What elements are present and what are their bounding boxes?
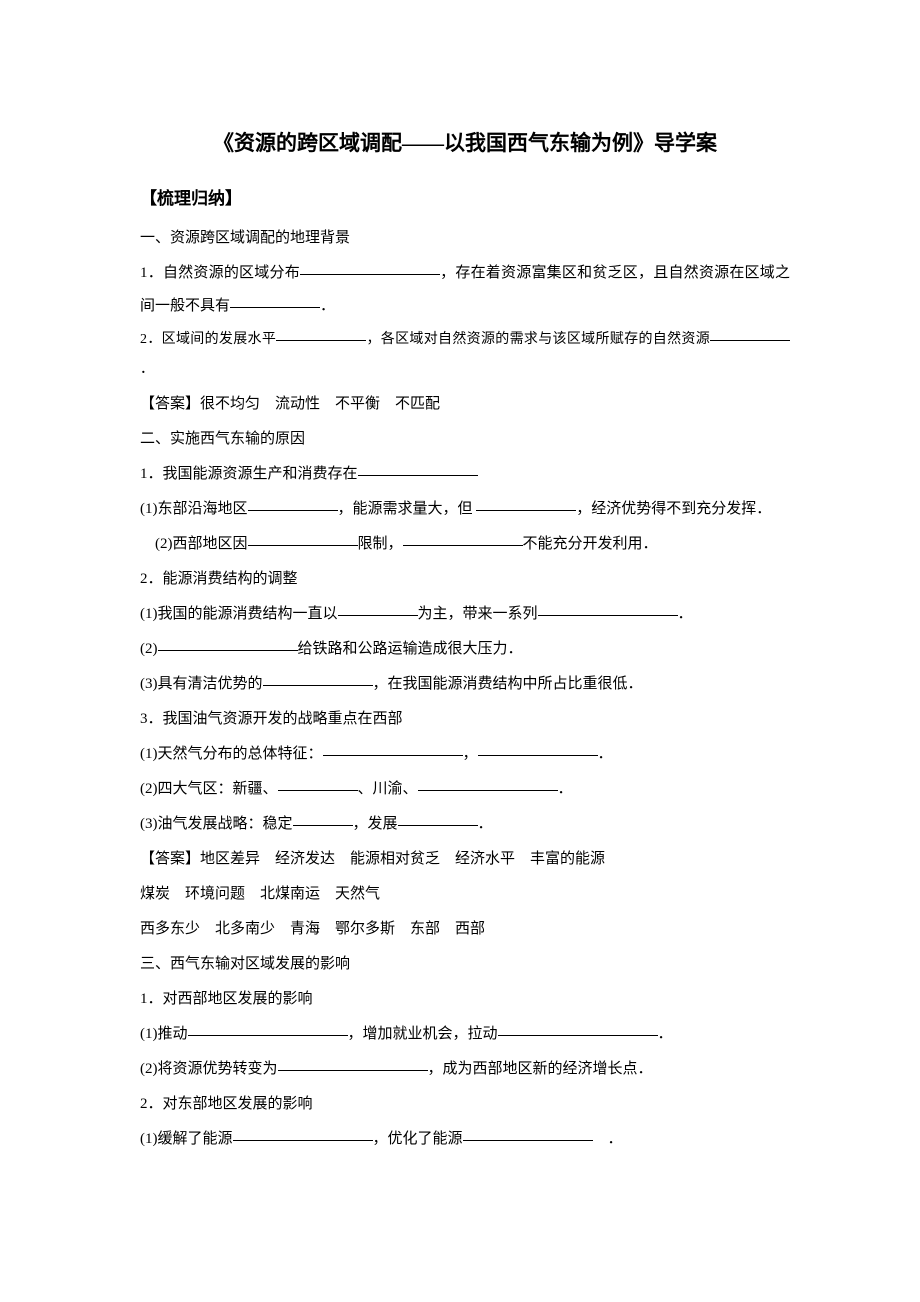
text: ． [593, 1131, 623, 1147]
blank [300, 260, 440, 275]
text: (2)将资源优势转变为 [140, 1061, 278, 1077]
text: (2)四大气区：新疆、 [140, 781, 278, 797]
text: ，各区域对自然资源的需求与该区域所赋存的自然资源 [366, 332, 710, 347]
line-3-2-1: (1)缓解了能源 ，优化了能源 ． [140, 1123, 790, 1156]
blank [498, 1021, 658, 1036]
blank [276, 327, 366, 341]
text: ，优化了能源 [373, 1131, 463, 1147]
text: ． [140, 362, 154, 377]
text: (3)具有清洁优势的 [140, 676, 263, 692]
line-3-2: 2．对东部地区发展的影响 [140, 1088, 790, 1121]
blank [418, 776, 558, 791]
section-header-summary: 【梳理归纳】 [140, 180, 790, 217]
heading-2: 二、实施西气东输的原因 [140, 423, 790, 456]
blank [293, 811, 353, 826]
heading-1: 一、资源跨区域调配的地理背景 [140, 222, 790, 255]
text: ，成为西部地区新的经济增长点． [428, 1061, 653, 1077]
line-2-3-2: (2)四大气区：新疆、 、川渝、 ． [140, 773, 790, 806]
text: 1．我国能源资源生产和消费存在 [140, 466, 358, 482]
line-2-1-1: (1)东部沿海地区 ，能源需求量大，但 ，经济优势得不到充分发挥． [140, 493, 790, 526]
blank [358, 461, 478, 476]
text: ，发展 [353, 816, 398, 832]
text: ，在我国能源消费结构中所占比重很低． [373, 676, 643, 692]
line-2-2-1: (1)我国的能源消费结构一直以 为主，带来一系列 ． [140, 598, 790, 631]
text: 1．自然资源的区域分布 [140, 265, 300, 281]
answer-2-line3: 西多东少 北多南少 青海 鄂尔多斯 东部 西部 [140, 913, 790, 946]
answer-2-line1: 【答案】地区差异 经济发达 能源相对贫乏 经济水平 丰富的能源 [140, 843, 790, 876]
answer-1: 【答案】很不均匀 流动性 不平衡 不匹配 [140, 388, 790, 421]
text: ． [658, 1026, 673, 1042]
text: (2) [140, 641, 158, 657]
line-3-1-1: (1)推动 ，增加就业机会，拉动 ． [140, 1018, 790, 1051]
text: (3)油气发展战略：稳定 [140, 816, 293, 832]
line-1-2: 2．区域间的发展水平 ，各区域对自然资源的需求与该区域所赋存的自然资源 ． [140, 325, 790, 387]
blank [278, 776, 358, 791]
text: ． [478, 816, 493, 832]
text: (1)东部沿海地区 [140, 501, 248, 517]
blank [476, 496, 576, 511]
text: 为主，带来一系列 [418, 606, 538, 622]
text: (2)西部地区因 [140, 536, 248, 552]
blank [478, 741, 598, 756]
text: 给铁路和公路运输造成很大压力． [298, 641, 523, 657]
blank [158, 636, 298, 651]
text: (1)天然气分布的总体特征： [140, 746, 323, 762]
blank [403, 531, 523, 546]
line-2-1: 1．我国能源资源生产和消费存在 [140, 458, 790, 491]
blank [233, 1126, 373, 1141]
blank [710, 327, 790, 341]
text: ，经济优势得不到充分发挥． [576, 501, 771, 517]
text: ． [320, 298, 335, 314]
line-2-1-2: (2)西部地区因 限制， 不能充分开发利用． [140, 528, 790, 561]
text: (1)我国的能源消费结构一直以 [140, 606, 338, 622]
text: ，能源需求量大，但 [338, 501, 477, 517]
line-1-1: 1．自然资源的区域分布，存在着资源富集区和贫乏区，且自然资源在区域之间一般不具有… [140, 257, 790, 323]
blank [398, 811, 478, 826]
line-2-2-3: (3)具有清洁优势的 ，在我国能源消费结构中所占比重很低． [140, 668, 790, 701]
text: ，增加就业机会，拉动 [348, 1026, 498, 1042]
blank [463, 1126, 593, 1141]
line-2-3: 3．我国油气资源开发的战略重点在西部 [140, 703, 790, 736]
text: ， [463, 746, 478, 762]
text: ． [678, 606, 693, 622]
line-2-3-3: (3)油气发展战略：稳定 ，发展 ． [140, 808, 790, 841]
line-3-1-2: (2)将资源优势转变为 ，成为西部地区新的经济增长点． [140, 1053, 790, 1086]
blank [230, 293, 320, 308]
answer-2-line2: 煤炭 环境问题 北煤南运 天然气 [140, 878, 790, 911]
blank [248, 496, 338, 511]
line-2-2: 2．能源消费结构的调整 [140, 563, 790, 596]
blank [338, 601, 418, 616]
text: 不能充分开发利用． [523, 536, 658, 552]
blank [323, 741, 463, 756]
text: ． [598, 746, 613, 762]
heading-3: 三、西气东输对区域发展的影响 [140, 948, 790, 981]
text: 2．区域间的发展水平 [140, 332, 276, 347]
document-title: 《资源的跨区域调配——以我国西气东输为例》导学案 [140, 120, 790, 166]
blank [248, 531, 358, 546]
blank [278, 1056, 428, 1071]
text: ． [558, 781, 573, 797]
blank [188, 1021, 348, 1036]
line-2-2-2: (2) 给铁路和公路运输造成很大压力． [140, 633, 790, 666]
text: (1)缓解了能源 [140, 1131, 233, 1147]
line-2-3-1: (1)天然气分布的总体特征： ， ． [140, 738, 790, 771]
text: 、川渝、 [358, 781, 418, 797]
blank [263, 671, 373, 686]
blank [538, 601, 678, 616]
line-3-1: 1．对西部地区发展的影响 [140, 983, 790, 1016]
text: 限制， [358, 536, 403, 552]
text: (1)推动 [140, 1026, 188, 1042]
